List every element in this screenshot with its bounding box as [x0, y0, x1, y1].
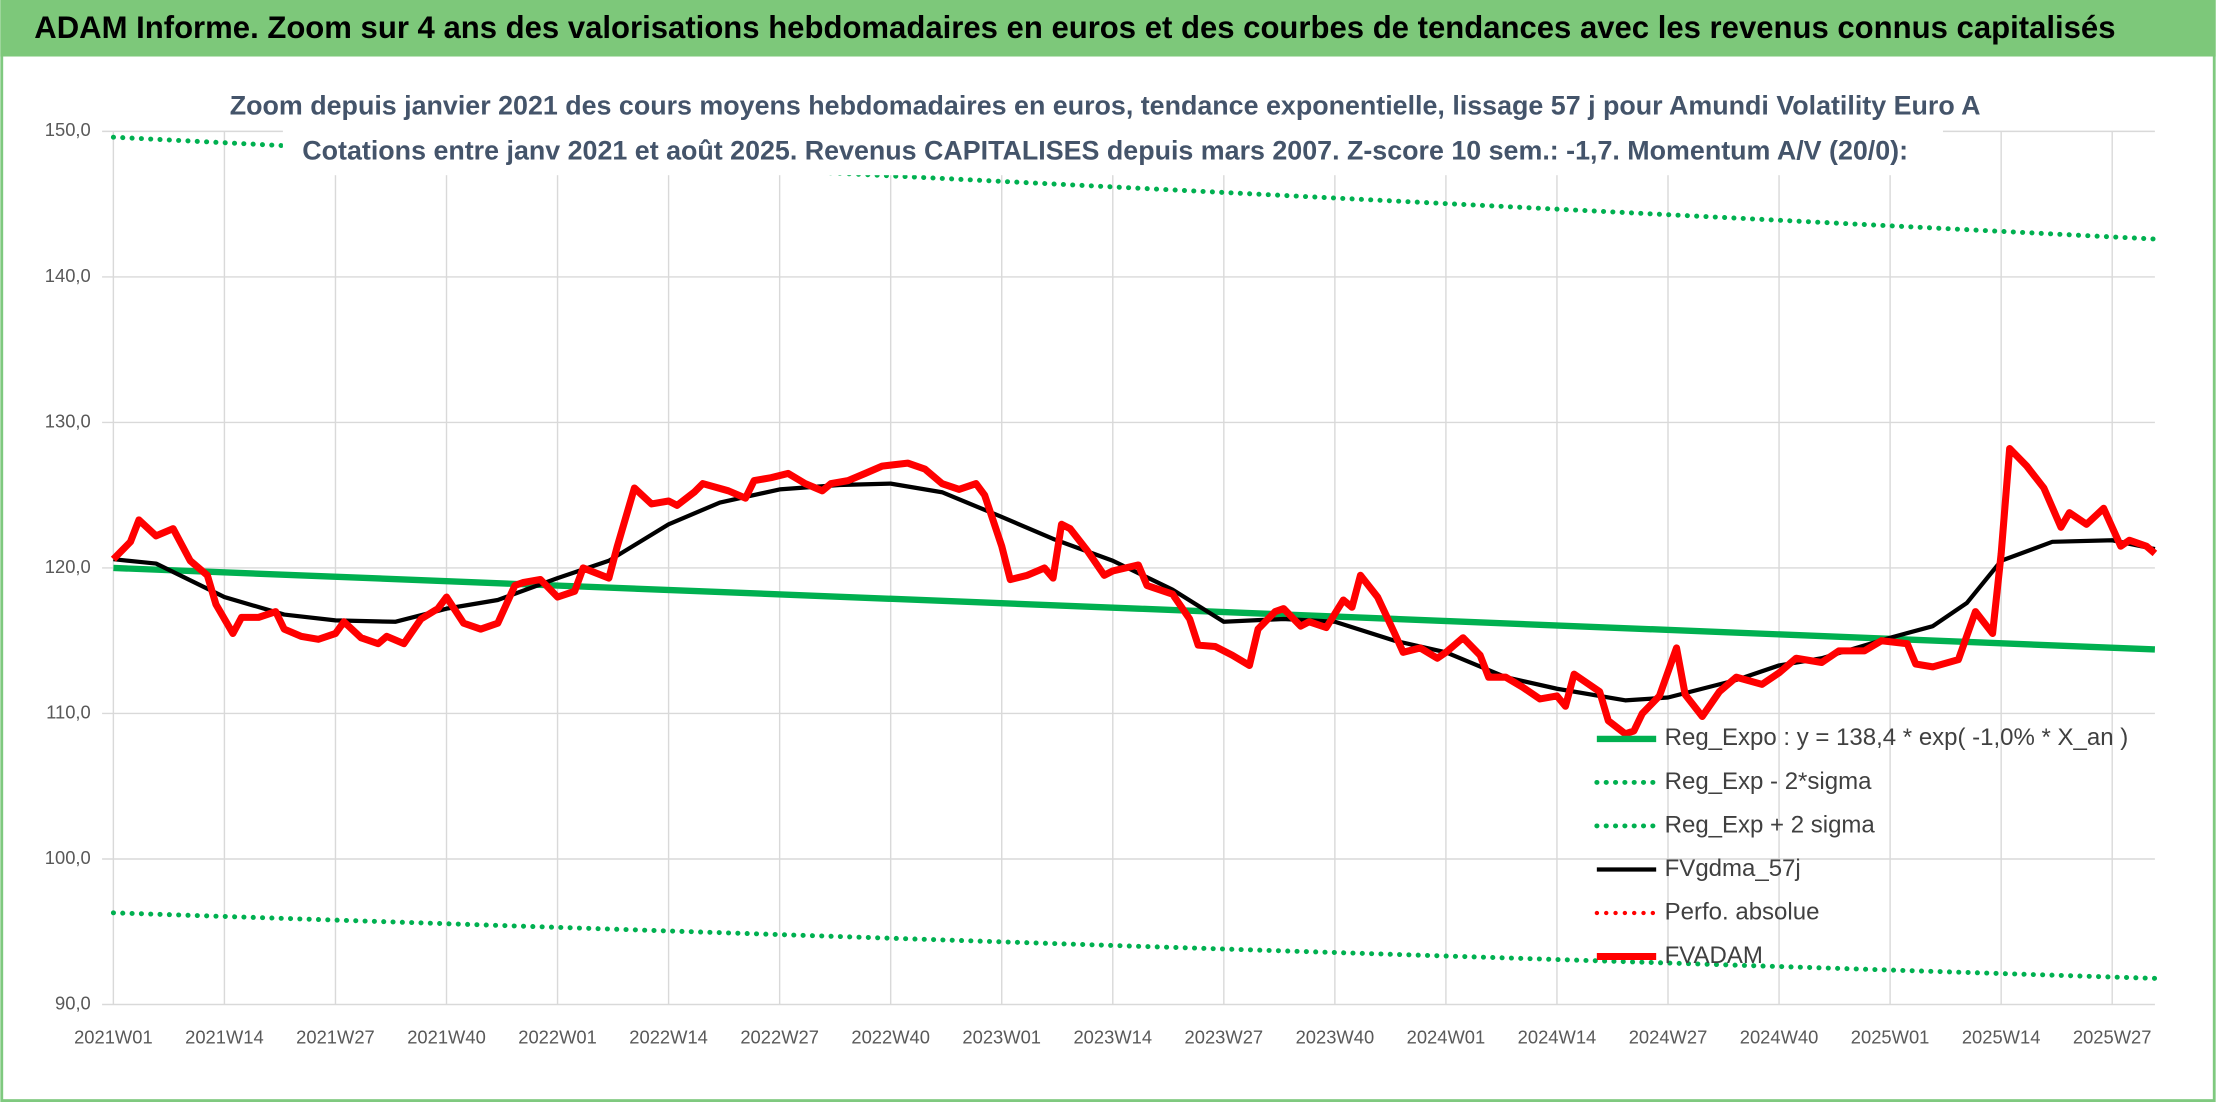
y-tick-label: 150,0 [45, 119, 91, 140]
x-tick-label: 2022W40 [851, 1026, 930, 1047]
legend: Reg_Expo : y = 138,4 * exp( -1,0% * X_an… [1594, 724, 2129, 969]
legend-label: FVgdma_57j [1665, 855, 1801, 882]
series-line [113, 564, 2156, 653]
x-tick-label: 2022W27 [740, 1026, 819, 1047]
legend-label: Reg_Exp - 2*sigma [1665, 768, 1872, 795]
chart-title: ADAM Informe. Zoom sur 4 ans des valoris… [34, 10, 2115, 45]
legend-label: Reg_Exp + 2 sigma [1665, 811, 1876, 838]
x-tick-label: 2023W40 [1296, 1026, 1375, 1047]
x-tick-label: 2024W27 [1629, 1026, 1708, 1047]
subtitle: Cotations entre janv 2021 et août 2025. … [302, 136, 1908, 166]
subtitle-background [282, 84, 1943, 176]
x-tick-label: 2023W01 [962, 1026, 1041, 1047]
subtitle: Zoom depuis janvier 2021 des cours moyen… [230, 90, 1981, 120]
x-tick-label: 2024W01 [1407, 1026, 1486, 1047]
series-line [113, 481, 2156, 703]
legend-label: Perfo. absolue [1665, 898, 1820, 925]
legend-label: FVADAM [1665, 942, 1763, 969]
x-tick-label: 2023W14 [1073, 1026, 1152, 1047]
x-tick-label: 2024W40 [1740, 1026, 1819, 1047]
y-tick-label: 100,0 [45, 847, 91, 868]
series-line [110, 445, 2158, 738]
x-tick-label: 2025W01 [1851, 1026, 1930, 1047]
title-bar [0, 0, 2216, 57]
x-tick-label: 2021W40 [407, 1026, 486, 1047]
x-tick-label: 2021W01 [74, 1026, 153, 1047]
x-tick-label: 2025W14 [1962, 1026, 2041, 1047]
y-tick-label: 130,0 [45, 410, 91, 431]
x-tick-label: 2022W14 [629, 1026, 708, 1047]
x-tick-label: 2025W27 [2073, 1026, 2152, 1047]
x-tick-label: 2022W01 [518, 1026, 597, 1047]
y-tick-label: 90,0 [55, 992, 91, 1013]
plot-area: 90,0 100,0 110,0 120,0 130,0 140,0 150,0 2021W0… [45, 119, 2158, 1047]
y-tick-label: 110,0 [46, 701, 91, 722]
y-tick-label: 140,0 [45, 265, 91, 286]
series-line [110, 134, 2158, 242]
y-tick-label: 120,0 [45, 556, 91, 577]
series-line [110, 910, 2158, 981]
x-tick-label: 2021W14 [185, 1026, 264, 1047]
legend-label: Reg_Expo : y = 138,4 * exp( -1,0% * X_an… [1665, 724, 2129, 751]
x-tick-label: 2023W27 [1185, 1026, 1264, 1047]
x-tick-label: 2021W27 [296, 1026, 375, 1047]
x-tick-label: 2024W14 [1518, 1026, 1597, 1047]
